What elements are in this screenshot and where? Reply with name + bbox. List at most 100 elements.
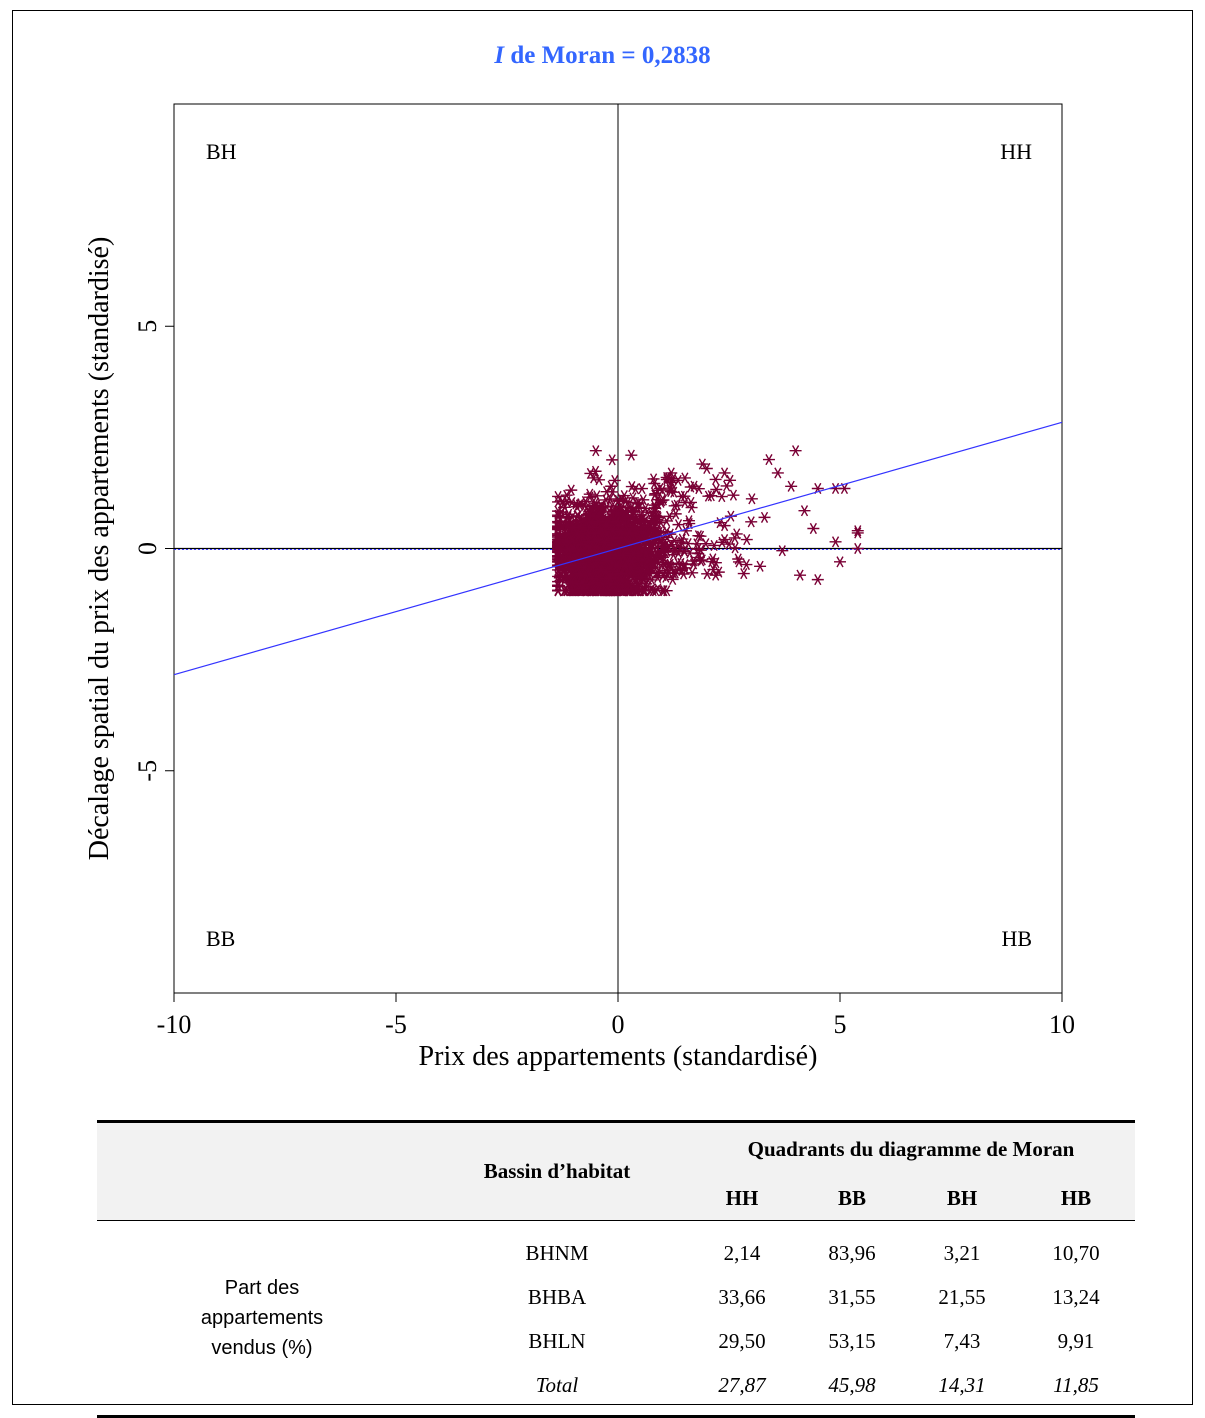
data-point — [593, 585, 606, 597]
data-point — [604, 571, 617, 583]
data-point — [732, 553, 745, 565]
data-point — [630, 583, 643, 595]
data-point — [654, 496, 667, 508]
data-point — [851, 527, 864, 539]
data-point — [645, 574, 658, 586]
data-point — [785, 480, 798, 492]
data-point — [619, 560, 632, 572]
data-point — [576, 583, 589, 595]
data-point — [647, 473, 660, 485]
data-point — [709, 569, 722, 581]
value-cell: 53,15 — [828, 1328, 876, 1353]
data-point — [682, 538, 695, 550]
value-cell: 14,31 — [938, 1372, 986, 1397]
data-point — [851, 525, 864, 537]
data-point — [671, 499, 684, 511]
data-point — [607, 505, 620, 517]
table-row: Part des appartements vendus (%) BHNM 2,… — [97, 1221, 1135, 1360]
value-cell: 27,87 — [718, 1372, 766, 1397]
data-point — [667, 486, 680, 498]
data-point — [762, 454, 775, 466]
data-point — [552, 522, 565, 534]
data-point — [675, 536, 688, 548]
data-point — [627, 548, 640, 560]
title-italic-I: I — [494, 42, 505, 69]
title-text: de Moran = 0,2838 — [504, 42, 711, 69]
data-point — [625, 449, 638, 461]
value-cell: 10,70 — [1052, 1240, 1100, 1265]
data-point — [588, 528, 601, 540]
value-cell: 29,50 — [718, 1328, 766, 1353]
data-point — [583, 541, 596, 553]
value-cell: 2,14 — [723, 1240, 761, 1265]
quadrants-group-header: Quadrants du diagramme de Moran — [687, 1121, 1135, 1176]
figure-frame — [12, 10, 1193, 1405]
data-point — [584, 517, 597, 529]
value-cell: 33,66 — [718, 1284, 766, 1309]
data-point — [663, 510, 676, 522]
x-axis-label: Prix des appartements (standardisé) — [419, 1041, 818, 1072]
data-point — [606, 524, 619, 536]
data-point — [811, 574, 824, 586]
data-point — [594, 563, 607, 575]
row-group-label: Part des appartements vendus (%) — [200, 1277, 324, 1359]
data-point — [600, 554, 613, 566]
data-point — [586, 561, 599, 573]
data-point — [552, 570, 565, 583]
data-point — [807, 522, 820, 535]
y-axis-label: Décalage spatial du prix des appartement… — [84, 237, 115, 861]
data-point — [692, 483, 705, 495]
data-point — [609, 585, 622, 597]
quadrant-label-top-left: BH — [206, 139, 237, 164]
x-tick-label: 10 — [1049, 1010, 1075, 1039]
data-point — [798, 505, 811, 517]
quadrant-label-top-right: HH — [1000, 139, 1032, 164]
data-point — [718, 534, 731, 546]
data-point — [829, 536, 842, 548]
y-tick-label: 0 — [133, 542, 162, 555]
data-point — [651, 529, 664, 542]
data-point — [737, 568, 750, 580]
data-point — [623, 526, 636, 538]
data-point — [686, 567, 699, 579]
data-point — [771, 467, 784, 479]
x-tick-label: -5 — [385, 1010, 407, 1039]
data-point — [740, 534, 753, 546]
data-point — [678, 562, 691, 574]
data-point — [654, 537, 667, 549]
data-point — [611, 507, 624, 519]
col-header-bh: BH — [946, 1185, 978, 1210]
data-point — [789, 445, 802, 457]
data-point — [665, 467, 678, 479]
chart-title: I de Moran = 0,2838 — [0, 42, 1205, 70]
data-point — [754, 560, 767, 572]
value-cell: 21,55 — [938, 1284, 986, 1309]
data-point — [684, 481, 697, 493]
data-point — [705, 490, 718, 502]
empty-header-cell — [97, 1122, 427, 1221]
data-point — [660, 471, 673, 484]
table-row-total: Total 27,87 45,98 14,31 11,85 — [97, 1363, 1135, 1417]
data-point — [684, 496, 697, 508]
col-header-hh: HH — [725, 1185, 759, 1210]
table-row: BHBA 33,66 31,55 21,55 13,24 — [97, 1275, 1135, 1319]
data-point — [672, 563, 685, 575]
y-tick-label: 5 — [133, 320, 162, 333]
col-header-hb: HB — [1060, 1185, 1092, 1210]
data-point — [625, 527, 638, 540]
x-tick-label: -10 — [157, 1010, 192, 1039]
data-point — [621, 506, 634, 518]
basin-cell: BHLN — [528, 1328, 586, 1353]
data-point — [851, 542, 864, 555]
data-point — [598, 537, 611, 549]
data-point — [635, 483, 648, 495]
data-point — [552, 490, 565, 503]
basin-cell: BHNM — [525, 1240, 589, 1265]
data-point — [758, 511, 771, 523]
data-point — [565, 484, 578, 496]
data-point — [776, 545, 789, 557]
data-point — [710, 483, 723, 496]
data-point — [652, 512, 665, 524]
data-point — [705, 556, 718, 568]
data-point — [635, 571, 648, 583]
